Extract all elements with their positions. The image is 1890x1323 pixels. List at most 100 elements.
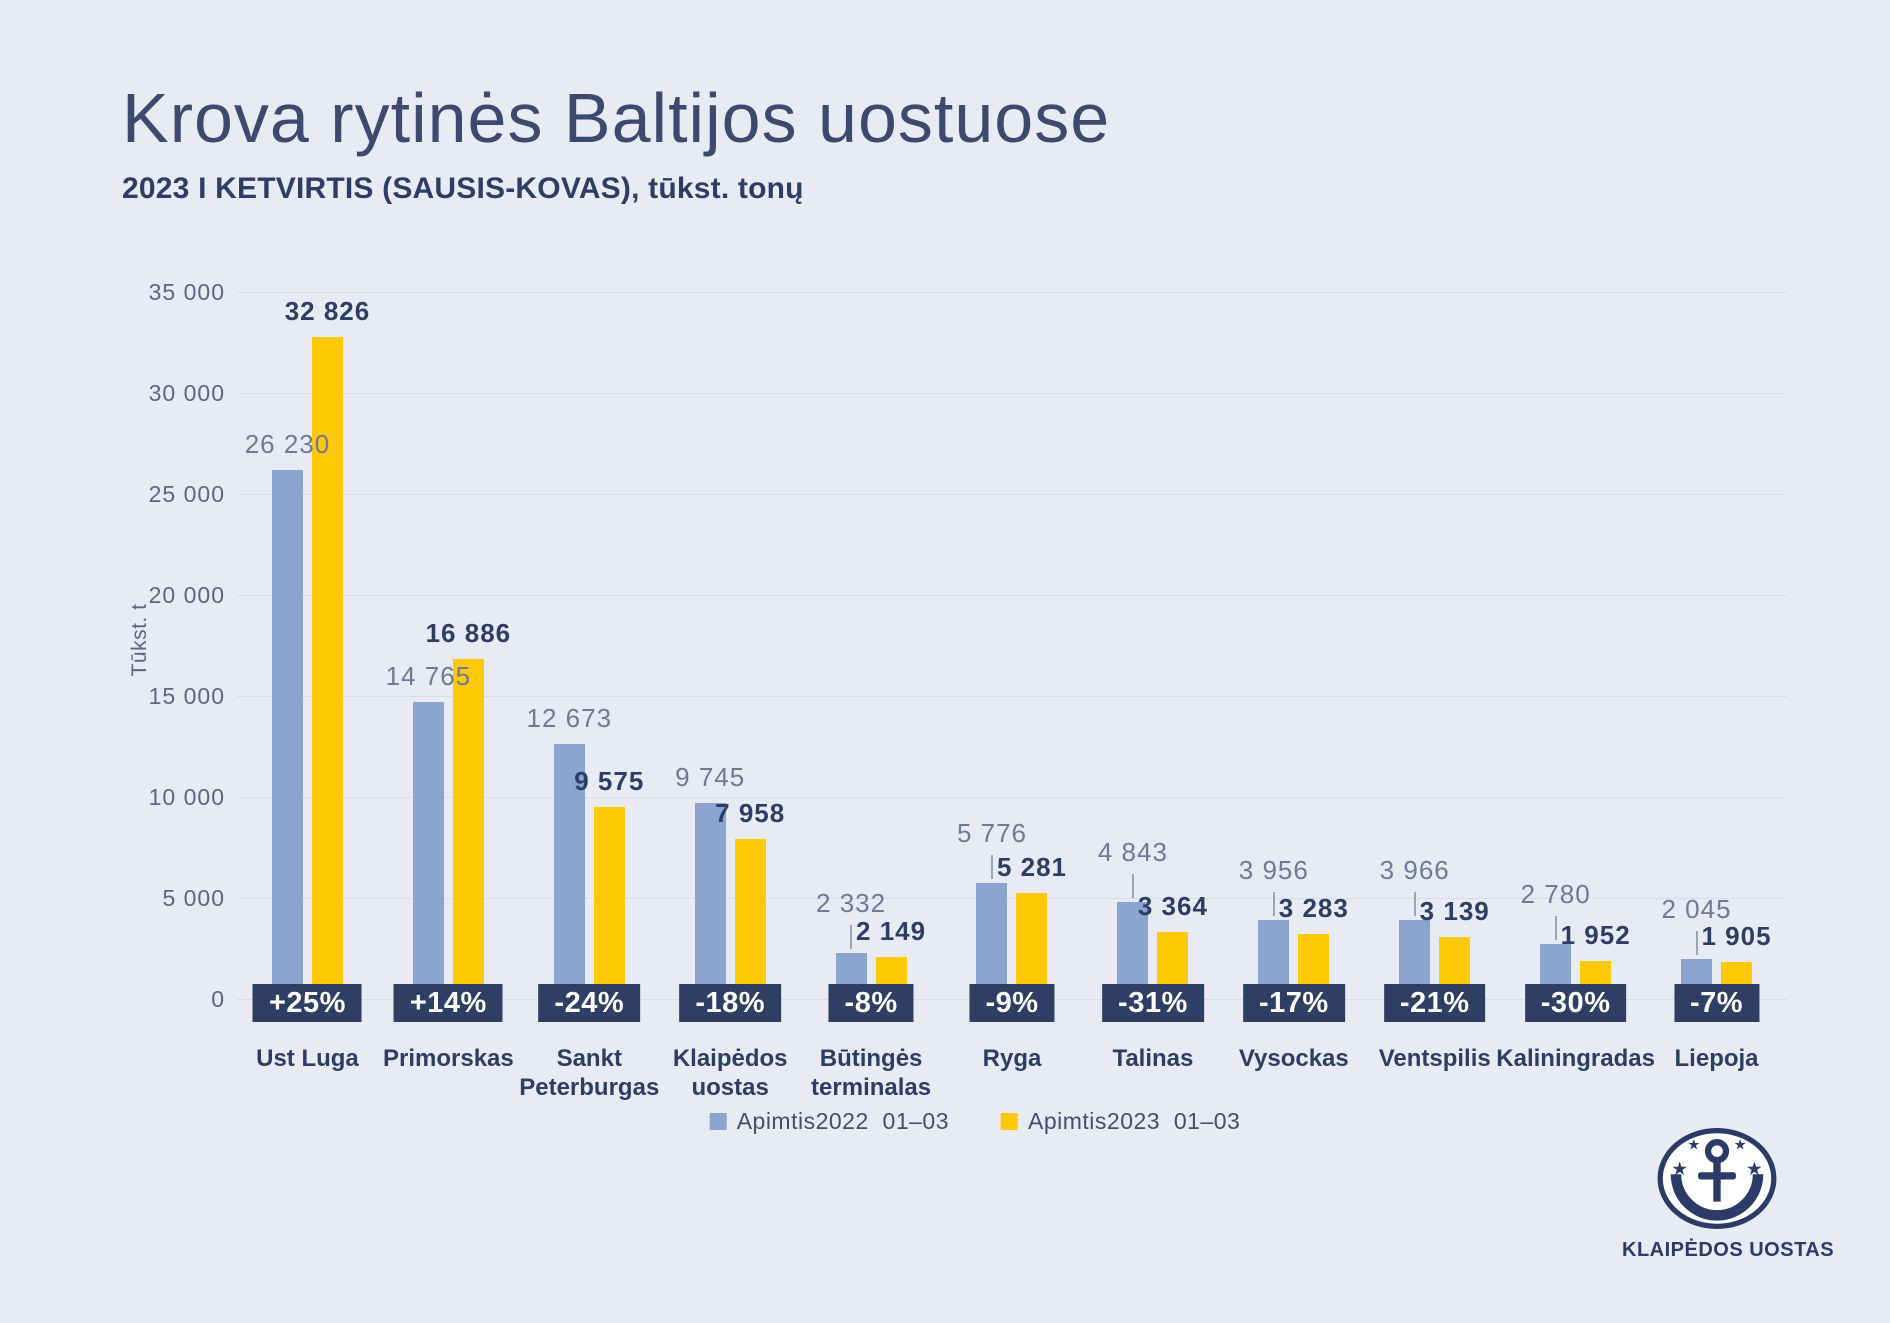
category-label-būtingės-terminalas: Būtingės terminalas <box>811 1045 932 1102</box>
value-label-2023: 5 281 <box>996 852 1068 883</box>
category-label-talinas: Talinas <box>1112 1045 1194 1072</box>
bar-group-kaliningradas: 2 780 1 952 -30% Kaliningradas <box>1496 293 1655 1072</box>
legend-swatch-2023-icon <box>1001 1113 1018 1130</box>
y-axis-tick: 15 000 <box>148 683 225 709</box>
grid-line <box>237 494 1787 495</box>
change-badge-ryga: -9% <box>969 984 1055 1022</box>
legend-item-2023: Apimtis2023 01–03 <box>1001 1108 1240 1135</box>
category-label-ryga: Ryga <box>982 1045 1042 1072</box>
legend-label-2022: Apimtis2022 01–03 <box>736 1108 949 1134</box>
bar-2023-ryga <box>1016 893 1048 1000</box>
bar-group-ventspilis: 3 966 3 139 -21% Ventspilis <box>1364 293 1505 1072</box>
bar-2023-primorskas <box>452 658 484 1000</box>
value-label-2023: 16 886 <box>425 617 512 648</box>
value-label-2023: 3 139 <box>1419 895 1490 926</box>
value-label-2022: 14 765 <box>385 660 472 691</box>
value-label-2022: 2 045 <box>1661 893 1732 924</box>
category-label-klaipėdos-uostas: Klaipėdos uostas <box>672 1045 788 1102</box>
change-badge-vysockas: -17% <box>1242 984 1345 1022</box>
bar-group-vysockas: 3 956 3 283 -17% Vysockas <box>1223 293 1364 1072</box>
category-label-sankt-peterburgas: Sankt Peterburgas <box>519 1045 660 1102</box>
value-leader-line <box>1695 930 1698 955</box>
change-badge-ventspilis: -21% <box>1383 984 1486 1022</box>
change-badge-sankt-peterburgas: -24% <box>538 984 641 1022</box>
grid-line <box>237 292 1787 293</box>
bar-2022-primorskas <box>412 701 444 1000</box>
value-label-2022: 5 776 <box>956 818 1028 849</box>
category-label-vysockas: Vysockas <box>1238 1045 1349 1072</box>
category-label-ust-luga: Ust Luga <box>256 1045 359 1072</box>
page-title: Krova rytinės Baltijos uostuose <box>122 79 1111 157</box>
category-label-ventspilis: Ventspilis <box>1378 1045 1491 1072</box>
value-leader-line <box>1131 874 1134 899</box>
bar-2022-klaipėdos-uostas <box>694 803 726 1000</box>
value-label-2022: 4 843 <box>1097 837 1168 868</box>
bar-2022-ryga <box>976 883 1008 1000</box>
bar-group-talinas: 4 843 3 364 -31% Talinas <box>1082 293 1223 1072</box>
y-axis-tick: 5 000 <box>162 885 225 911</box>
grid-line <box>237 595 1787 596</box>
anchor-stars-logo-icon <box>1657 1128 1777 1229</box>
grid-line <box>237 393 1787 394</box>
bar-2022-sankt-peterburgas <box>553 744 585 1000</box>
klaipeda-port-logo: KLAIPĖDOS UOSTAS <box>1622 1128 1835 1262</box>
value-label-2022: 9 745 <box>675 762 746 793</box>
bar-2022-ust-luga <box>271 470 303 1000</box>
value-label-2023: 3 283 <box>1278 892 1349 923</box>
value-leader-line <box>1554 915 1557 940</box>
grid-line <box>237 797 1787 798</box>
page-subtitle: 2023 I KETVIRTIS (SAUSIS-KOVAS), tūkst. … <box>122 172 804 205</box>
y-axis-tick: 10 000 <box>148 784 225 810</box>
value-label-2022: 3 956 <box>1238 855 1309 886</box>
value-leader-line <box>1413 891 1416 916</box>
bar-2022-talinas <box>1117 902 1149 1000</box>
value-leader-line <box>990 855 993 880</box>
value-label-2023: 2 149 <box>856 915 927 946</box>
y-axis-tick: 25 000 <box>148 481 225 507</box>
y-axis-tick: 30 000 <box>148 380 225 406</box>
change-badge-būtingės-terminalas: -8% <box>828 984 914 1022</box>
bar-2023-klaipėdos-uostas <box>734 839 766 1000</box>
change-badge-talinas: -31% <box>1102 984 1204 1022</box>
category-label-kaliningradas: Kaliningradas <box>1496 1045 1655 1072</box>
bar-group-primorskas: 14 765 16 886 +14% Primorskas <box>378 293 519 1072</box>
value-label-2022: 3 966 <box>1379 854 1450 885</box>
y-axis-tick: 0 <box>211 986 225 1012</box>
value-label-2022: 2 780 <box>1520 878 1591 909</box>
y-axis-tick: 35 000 <box>148 279 225 305</box>
legend-item-2022: Apimtis2022 01–03 <box>709 1108 949 1135</box>
change-badge-liepoja: -7% <box>1673 984 1760 1022</box>
value-leader-line <box>1272 892 1275 917</box>
value-label-2023: 1 905 <box>1701 920 1772 951</box>
grid-line <box>237 696 1787 697</box>
legend-label-2023: Apimtis2023 01–03 <box>1028 1108 1241 1134</box>
change-badge-klaipėdos-uostas: -18% <box>679 984 782 1022</box>
bar-chart: 26 230 32 826 +25% Ust Luga 14 765 16 886 +14%… <box>237 292 1787 1101</box>
category-label-liepoja: Liepoja <box>1674 1045 1759 1072</box>
bar-group-klaipėdos-uostas: 9 745 7 958 -18% Klaipėdos uostas <box>660 293 801 1101</box>
logo-caption: KLAIPĖDOS UOSTAS <box>1622 1239 1835 1261</box>
change-badge-ust-luga: +25% <box>252 984 362 1022</box>
legend-swatch-2022-icon <box>709 1113 727 1130</box>
bar-group-ryga: 5 776 5 281 -9% Ryga <box>942 293 1083 1072</box>
grid-line <box>237 898 1787 899</box>
category-label-primorskas: Primorskas <box>382 1045 514 1072</box>
value-label-2023: 3 364 <box>1137 891 1208 922</box>
value-label-2023: 7 958 <box>715 798 786 829</box>
y-axis-tick: 20 000 <box>148 582 225 608</box>
bar-group-ust-luga: 26 230 32 826 +25% Ust Luga <box>237 293 378 1072</box>
value-label-2022: 26 230 <box>244 429 331 460</box>
chart-legend: Apimtis2022 01–03 Apimtis2023 01–03 <box>709 1108 1241 1135</box>
change-badge-primorskas: +14% <box>393 984 503 1022</box>
bar-2023-ust-luga <box>311 336 343 1000</box>
bar-group-sankt-peterburgas: 12 673 9 575 -24% Sankt Peterburgas <box>519 293 660 1101</box>
bar-group-liepoja: 2 045 1 905 -7% Liepoja <box>1646 293 1787 1072</box>
value-label-2022: 12 673 <box>526 703 613 734</box>
value-label-2023: 1 952 <box>1560 919 1631 950</box>
change-badge-kaliningradas: -30% <box>1524 984 1627 1022</box>
bar-2023-sankt-peterburgas <box>593 806 625 1000</box>
value-label-2023: 9 575 <box>574 765 645 796</box>
bar-group-būtingės-terminalas: 2 332 2 149 -8% Būtingės terminalas <box>801 293 942 1101</box>
value-leader-line <box>850 924 853 949</box>
